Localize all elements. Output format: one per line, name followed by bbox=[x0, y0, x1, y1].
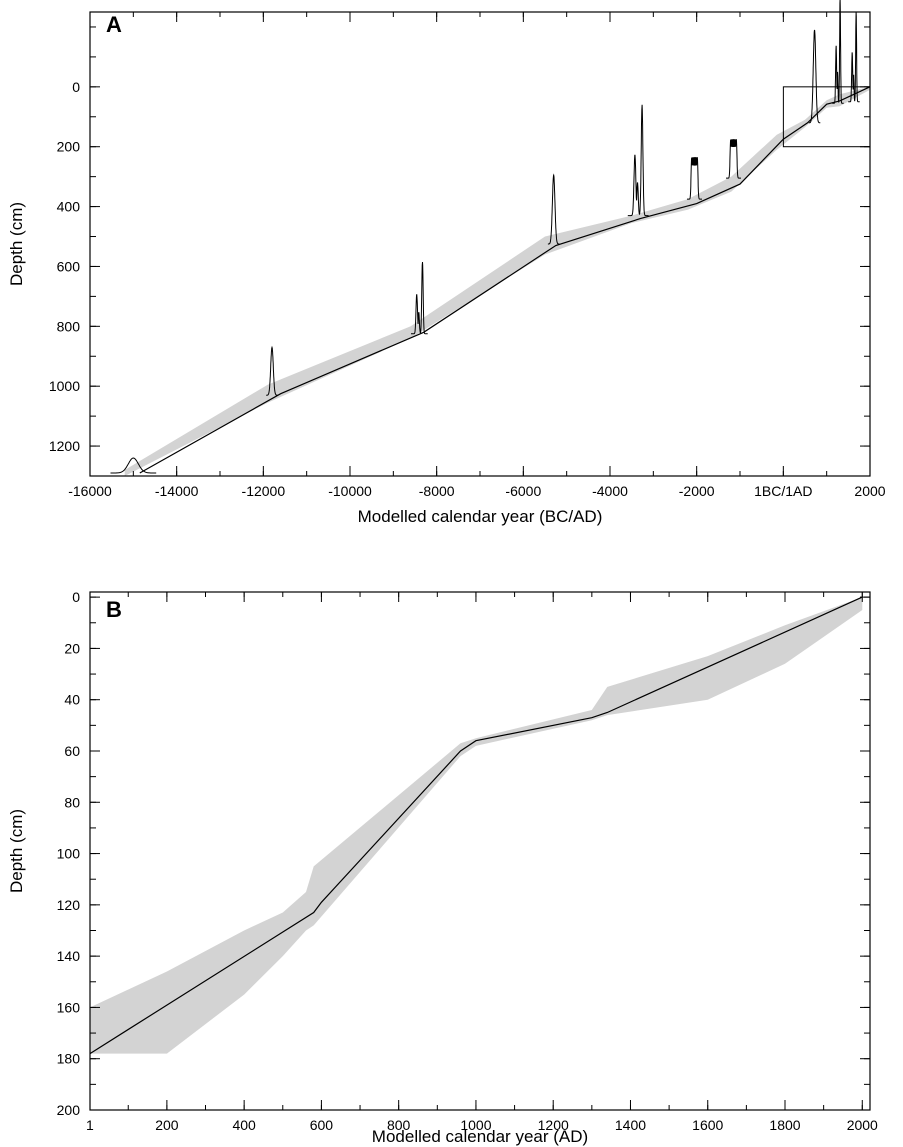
panel-b-y-tick-label: 180 bbox=[57, 1051, 81, 1067]
panel-a-y-tick-label: 1000 bbox=[49, 378, 80, 394]
panel-a-y-tick-label: 1200 bbox=[49, 438, 80, 454]
panel-b-y-tick-label: 40 bbox=[64, 692, 80, 708]
panel-b-y-tick-label: 60 bbox=[64, 743, 80, 759]
panel-a-probability-distribution-6 bbox=[687, 157, 702, 200]
panel-a-x-tick-label: -16000 bbox=[68, 483, 112, 499]
panel-b-x-tick-label: 200 bbox=[155, 1117, 179, 1133]
panel-b-y-tick-label: 160 bbox=[57, 999, 81, 1015]
panel-b-chart: B 1 200 400 600 800 1000 1200 1400 1600 1800 20000… bbox=[7, 589, 878, 1146]
panel-a-probability-distribution-8 bbox=[808, 29, 821, 124]
panel-a-probability-distribution-7 bbox=[726, 139, 741, 179]
panel-a-x-tick-label: -10000 bbox=[328, 483, 372, 499]
panel-b-x-tick-label: 1800 bbox=[769, 1117, 800, 1133]
panel-b-x-axis-title: Modelled calendar year (AD) bbox=[372, 1127, 588, 1146]
panel-a-probability-distribution-2 bbox=[266, 345, 278, 396]
panel-a-y-tick-label: 200 bbox=[57, 139, 81, 155]
panel-a-x-tick-label: -2000 bbox=[679, 483, 715, 499]
panel-a-probability-distribution-1 bbox=[110, 457, 157, 474]
panel-b-confidence-envelope bbox=[90, 597, 863, 1054]
panel-a-frame bbox=[89, 11, 871, 477]
panel-a-x-tick-label: -6000 bbox=[505, 483, 541, 499]
panel-b-y-tick-label: 100 bbox=[57, 846, 81, 862]
panel-a-x-tick-label: -8000 bbox=[419, 483, 455, 499]
panel-b-x-tick-label: 1600 bbox=[692, 1117, 723, 1133]
panel-b-x-tick-label: 1200 bbox=[538, 1117, 569, 1133]
panel-b-x-tick-label: 400 bbox=[232, 1117, 256, 1133]
panel-b-y-tick-label: 20 bbox=[64, 640, 80, 656]
panel-a-x-tick-label: 1BC/1AD bbox=[754, 483, 812, 499]
panel-b-x-tick-label: 1000 bbox=[460, 1117, 491, 1133]
panel-b-y-tick-label: 120 bbox=[57, 897, 81, 913]
panel-a-probability-distribution-10 bbox=[848, 11, 860, 103]
panel-b-y-tick-label: 0 bbox=[72, 589, 80, 605]
panel-b-x-tick-label: 600 bbox=[310, 1117, 334, 1133]
panel-a-y-tick-label: 400 bbox=[57, 199, 81, 215]
panel-a-median-line bbox=[139, 86, 871, 474]
panel-b-x-tick-label: 1400 bbox=[615, 1117, 646, 1133]
panel-b-letter: B bbox=[106, 597, 122, 622]
panel-b-y-tick-label: 200 bbox=[57, 1102, 81, 1118]
panel-a-x-axis-title: Modelled calendar year (BC/AD) bbox=[358, 507, 603, 526]
panel-b-y-tick-label: 80 bbox=[64, 794, 80, 810]
panel-a-probability-distribution-5 bbox=[627, 104, 649, 217]
panel-b-frame bbox=[89, 591, 871, 1111]
panel-a-y-axis-title: Depth (cm) bbox=[7, 202, 26, 286]
panel-a-letter: A bbox=[106, 12, 122, 37]
panel-a-x-tick-label: -14000 bbox=[155, 483, 199, 499]
panel-b-y-axis-title: Depth (cm) bbox=[7, 809, 26, 893]
panel-a-confidence-envelope bbox=[124, 86, 870, 477]
panel-a-y-tick-label: 800 bbox=[57, 318, 81, 334]
panel-b-x-tick-label: 2000 bbox=[847, 1117, 878, 1133]
panel-a-y-tick-label: 600 bbox=[57, 258, 81, 274]
panel-a-probability-distribution-4 bbox=[547, 173, 560, 245]
panel-a-x-tick-label: 2000 bbox=[854, 483, 885, 499]
panel-a-chart: A -16000 -14000 -12000 -10000 -8000 -6000 -400… bbox=[7, 0, 886, 526]
panel-a-x-tick-label: -12000 bbox=[242, 483, 286, 499]
panel-a-x-tick-label: -4000 bbox=[592, 483, 628, 499]
panel-a-probability-distribution-9 bbox=[832, 0, 844, 104]
panel-b-y-tick-label: 140 bbox=[57, 948, 81, 964]
panel-b-x-tick-label: 1 bbox=[86, 1117, 94, 1133]
panel-b-x-tick-label: 800 bbox=[387, 1117, 411, 1133]
panel-a-y-tick-label: 0 bbox=[72, 79, 80, 95]
panel-b-median-line bbox=[89, 596, 863, 1055]
panel-a-probability-distribution-3 bbox=[411, 261, 428, 335]
